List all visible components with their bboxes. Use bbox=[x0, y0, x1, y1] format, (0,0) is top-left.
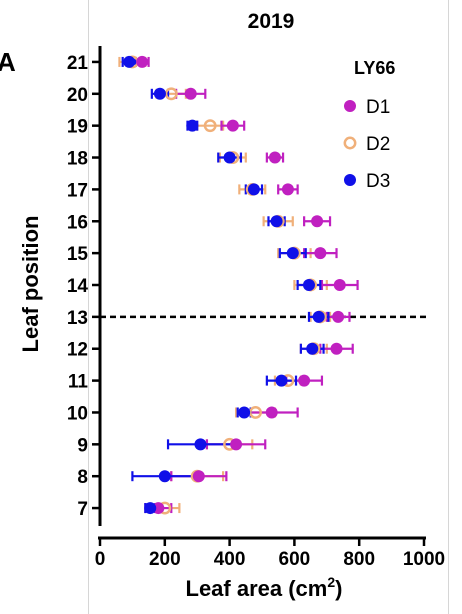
legend-label-d1: D1 bbox=[366, 97, 390, 118]
d2-point bbox=[164, 87, 178, 101]
chart-title: 2019 bbox=[248, 10, 295, 33]
legend-marker-d1 bbox=[344, 100, 356, 112]
y-tick-label: 9 bbox=[77, 435, 88, 456]
y-tick-label: 12 bbox=[67, 340, 88, 361]
y-tick-label: 15 bbox=[67, 244, 89, 265]
d1-point bbox=[265, 406, 278, 419]
d3-point bbox=[153, 87, 166, 100]
y-tick-label: 8 bbox=[77, 467, 88, 488]
y-tick-label: 18 bbox=[67, 149, 88, 170]
x-axis-label: Leaf area (cm2) bbox=[186, 574, 343, 601]
x-axis-label-main: Leaf area (cm bbox=[186, 576, 328, 601]
legend-label-d2: D2 bbox=[366, 134, 390, 155]
y-tick-label: 11 bbox=[68, 372, 89, 393]
d1-point bbox=[184, 87, 197, 100]
legend: D1 D2 D3 bbox=[343, 97, 390, 192]
d1-point bbox=[230, 438, 243, 451]
x-tick-label: 800 bbox=[343, 549, 375, 570]
d3-point bbox=[123, 55, 136, 68]
d3-point bbox=[223, 151, 236, 164]
x-tick-label: 400 bbox=[214, 549, 246, 570]
d1-point bbox=[281, 183, 294, 196]
y-tick-label: 7 bbox=[77, 499, 88, 520]
d1-point bbox=[226, 119, 239, 132]
y-tick-label: 19 bbox=[67, 117, 88, 138]
x-tick-label: 0 bbox=[95, 549, 106, 570]
d3-point bbox=[286, 247, 299, 260]
d3-point bbox=[312, 310, 325, 323]
app-divider-line-right bbox=[448, 0, 449, 614]
d2-point bbox=[203, 119, 217, 133]
x-axis-label-close: ) bbox=[335, 576, 342, 601]
x-tick-label: 200 bbox=[149, 549, 181, 570]
x-tick-label: 1000 bbox=[403, 549, 445, 570]
d3-point bbox=[275, 374, 288, 387]
d3-point bbox=[238, 406, 251, 419]
panel-label: A bbox=[0, 47, 16, 77]
d1-point bbox=[268, 151, 281, 164]
legend-label-d3: D3 bbox=[366, 171, 390, 192]
y-tick-label: 21 bbox=[67, 53, 89, 74]
d1-point bbox=[330, 342, 343, 355]
y-tick-label: 10 bbox=[67, 403, 88, 424]
legend-marker-d3 bbox=[344, 174, 356, 186]
y-tick-label: 13 bbox=[67, 308, 88, 329]
d3-point bbox=[144, 502, 157, 515]
d1-point bbox=[298, 374, 311, 387]
y-tick-label: 14 bbox=[67, 276, 89, 297]
legend-marker-d2 bbox=[343, 136, 357, 150]
d3-point bbox=[194, 438, 207, 451]
legend-title: LY66 bbox=[354, 58, 395, 78]
d1-point bbox=[311, 215, 324, 228]
y-tick-label: 17 bbox=[67, 180, 88, 201]
d2-point bbox=[249, 406, 262, 419]
x-axis-label-superscript: 2 bbox=[327, 574, 335, 590]
y-axis-label: Leaf position bbox=[18, 216, 43, 353]
d1-point bbox=[192, 470, 205, 483]
d3-point bbox=[270, 215, 283, 228]
y-tick-label: 20 bbox=[67, 85, 88, 106]
y-tick-label: 16 bbox=[67, 212, 88, 233]
d2-error-bar bbox=[196, 120, 225, 131]
d1-point bbox=[332, 310, 345, 323]
d3-point bbox=[306, 342, 319, 355]
d3-point bbox=[158, 470, 171, 483]
d1-point bbox=[136, 55, 149, 68]
d3-point bbox=[186, 119, 199, 132]
d3-point bbox=[302, 279, 315, 291]
d1-point bbox=[333, 279, 346, 291]
app-divider-line-left bbox=[88, 0, 89, 614]
d3-point bbox=[247, 183, 260, 196]
x-tick-label: 600 bbox=[279, 549, 311, 570]
d1-point bbox=[314, 247, 327, 260]
